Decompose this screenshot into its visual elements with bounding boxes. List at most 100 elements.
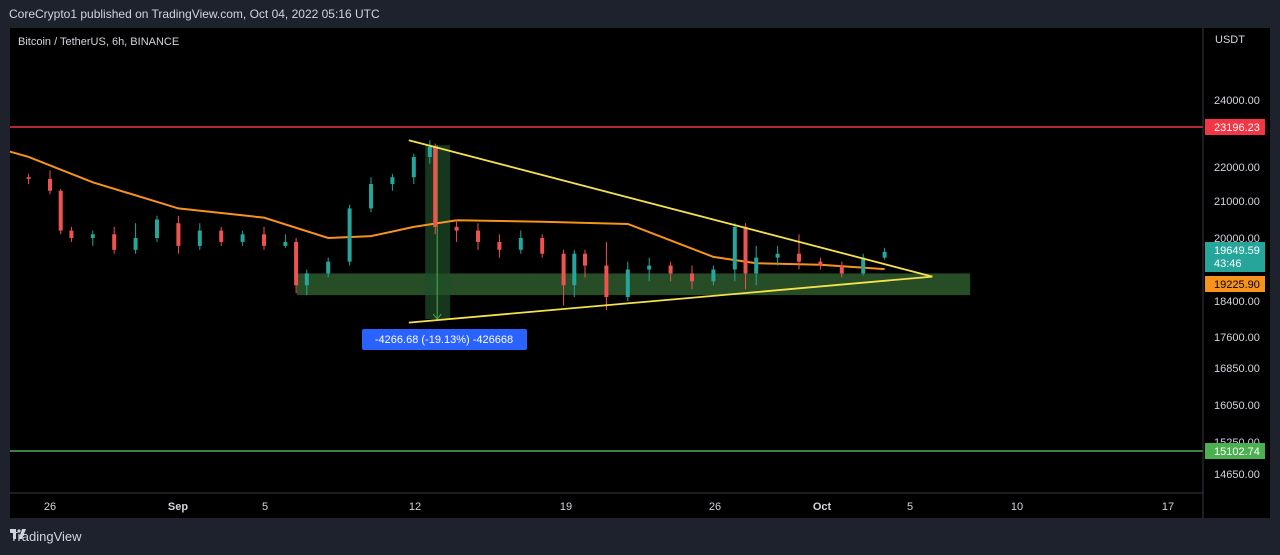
candle[interactable] [240, 230, 245, 246]
candle-body [572, 253, 577, 286]
publish-info: CoreCrypto1 published on TradingView.com… [9, 7, 380, 21]
candle[interactable] [433, 143, 438, 235]
last-price-tag-text: 19649.59 [1214, 245, 1260, 257]
support-zone [296, 273, 971, 296]
candle[interactable] [647, 257, 652, 282]
candle[interactable] [476, 223, 480, 250]
candle[interactable] [133, 223, 138, 254]
candle[interactable] [818, 257, 823, 270]
candle-body [668, 265, 673, 274]
candle[interactable] [625, 261, 630, 301]
support-price-tag: 15102.74 [1205, 443, 1265, 459]
price-chart[interactable]: -4266.68 (-19.13%) -426668 USDT 24000.00… [10, 28, 1270, 518]
candle-body [540, 238, 545, 254]
triangle-lower-line[interactable] [408, 275, 933, 324]
candle-body [262, 234, 266, 246]
candle[interactable] [347, 204, 352, 266]
candle[interactable] [390, 173, 395, 191]
tradingview-icon [10, 529, 26, 539]
candle[interactable] [497, 234, 502, 258]
axes-layer: USDT [10, 28, 1245, 518]
candle[interactable] [176, 215, 181, 254]
candle[interactable] [454, 219, 459, 242]
candle[interactable] [262, 226, 266, 250]
candle[interactable] [155, 215, 159, 242]
candle-body [711, 269, 716, 282]
candle-body [90, 234, 95, 238]
candle-body [625, 269, 630, 298]
horizontal-lines-layer [10, 126, 1203, 452]
candle[interactable] [411, 153, 416, 184]
candle-body [583, 253, 587, 266]
candle-body [58, 190, 63, 231]
support-price-tag-text: 15102.74 [1214, 446, 1260, 458]
candle[interactable] [112, 226, 117, 254]
candle[interactable] [283, 234, 288, 248]
candle[interactable] [26, 173, 31, 184]
x-tick-label: 12 [409, 501, 421, 513]
candle[interactable] [861, 253, 866, 276]
candle[interactable] [48, 170, 52, 195]
candle[interactable] [572, 249, 577, 298]
candle-body [775, 253, 780, 258]
candle-body [176, 223, 181, 246]
x-tick-label: Oct [813, 501, 832, 513]
x-tick-label: 26 [44, 501, 56, 513]
candle[interactable] [197, 223, 202, 250]
candle[interactable] [754, 245, 759, 286]
candle-body [561, 253, 566, 286]
measure-arrowhead [432, 313, 442, 320]
candle-body [861, 257, 866, 274]
ma-price-tag-bg [1205, 276, 1265, 292]
candle[interactable] [369, 177, 373, 213]
brand-label: TradingView [10, 529, 82, 544]
candle[interactable] [427, 140, 432, 164]
y-tick-label: 14650.00 [1214, 469, 1260, 481]
x-tick-label: 19 [560, 501, 572, 513]
y-tick-label: 17600.00 [1214, 332, 1260, 344]
candle-body [797, 253, 801, 262]
candle[interactable] [882, 247, 887, 260]
candle[interactable] [540, 234, 545, 258]
candle[interactable] [690, 265, 694, 290]
candle-body [743, 226, 748, 274]
tradingview-logo[interactable]: TradingView [10, 529, 82, 544]
candle-body [754, 257, 759, 274]
triangle-layer [408, 139, 933, 324]
candle[interactable] [294, 238, 299, 294]
candle-body [454, 226, 459, 231]
candle[interactable] [732, 223, 737, 282]
candle-body [112, 234, 117, 250]
candle[interactable] [839, 261, 844, 278]
candle-body [294, 241, 299, 286]
candle-body [304, 273, 309, 286]
candle[interactable] [668, 261, 673, 282]
candle-body [732, 226, 737, 270]
candle[interactable] [604, 241, 609, 310]
ma-price-tag: 19225.90 [1205, 276, 1265, 292]
candle[interactable] [219, 226, 224, 246]
triangle-upper-line[interactable] [408, 139, 933, 278]
candle[interactable] [304, 269, 309, 296]
candle[interactable] [326, 257, 331, 278]
y-tick-label: 21000.00 [1214, 196, 1260, 208]
chart-area[interactable]: -4266.68 (-19.13%) -426668 USDT 24000.00… [10, 28, 1270, 518]
candle[interactable] [58, 189, 63, 235]
candle[interactable] [743, 223, 748, 290]
candle-body [433, 146, 438, 227]
candle[interactable] [583, 249, 587, 278]
candle-body [390, 177, 395, 184]
candle-body [604, 265, 609, 298]
candle[interactable] [518, 230, 523, 254]
candle[interactable] [711, 265, 716, 286]
candle[interactable] [561, 249, 566, 306]
candle[interactable] [90, 230, 95, 246]
candle[interactable] [797, 234, 801, 270]
candle[interactable] [775, 245, 780, 266]
symbol-info: Bitcoin / TetherUS, 6h, BINANCE [18, 36, 180, 48]
candle[interactable] [69, 226, 74, 242]
ma-price-tag-text: 19225.90 [1214, 279, 1260, 291]
candle-body [818, 261, 823, 266]
